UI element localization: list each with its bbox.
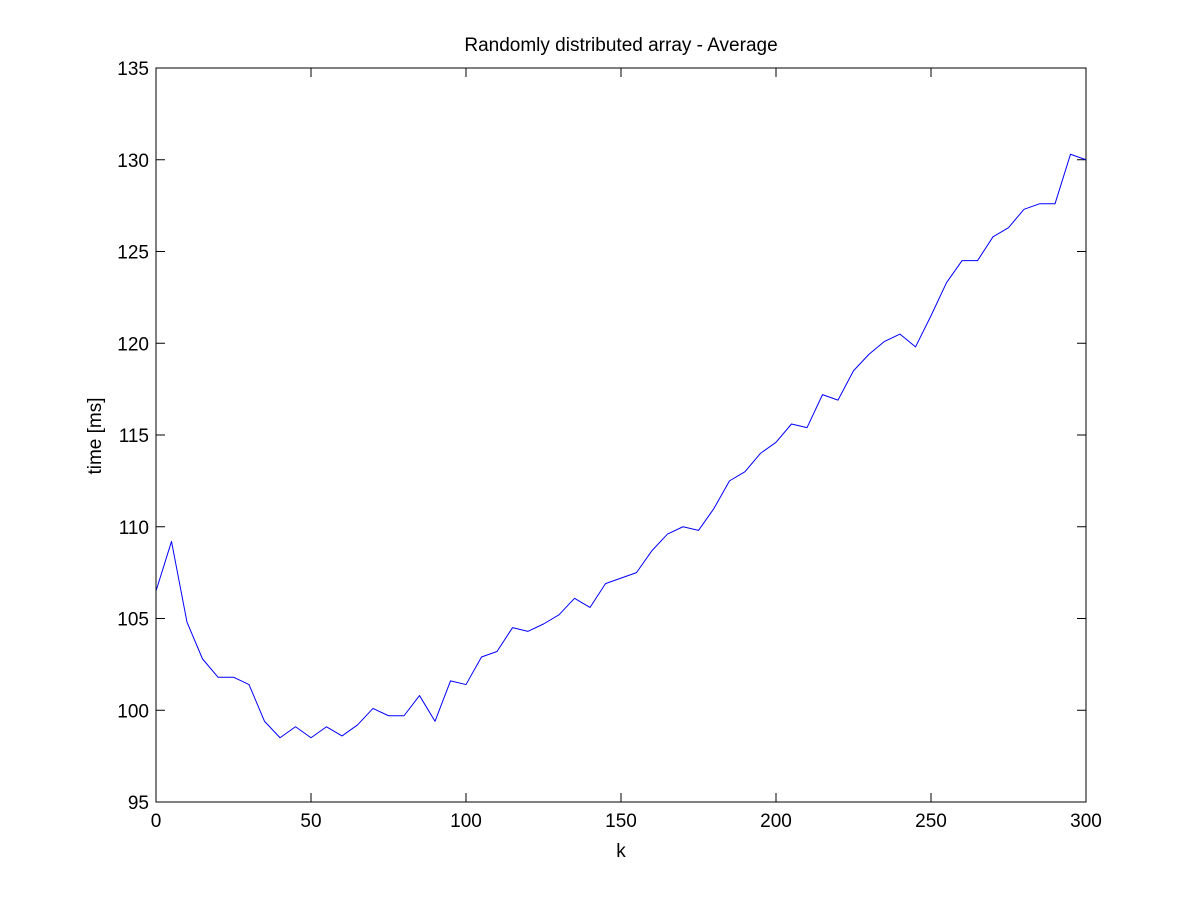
chart-title: Randomly distributed array - Average bbox=[464, 35, 777, 56]
y-tick-label: 135 bbox=[117, 59, 149, 80]
plot-area: 0 50 100 150 200 250 300 95 100 105 110 115 120 125 13… bbox=[117, 59, 1102, 832]
x-tick-label: 150 bbox=[605, 811, 637, 832]
x-axis-label: k bbox=[616, 841, 626, 862]
y-tick-label: 115 bbox=[119, 426, 149, 447]
y-tick-label: 120 bbox=[117, 334, 149, 355]
plot-frame bbox=[155, 67, 1087, 803]
y-tick-label: 110 bbox=[119, 518, 149, 539]
x-tick-label: 50 bbox=[300, 811, 321, 832]
y-tick-label: 130 bbox=[117, 151, 149, 172]
x-tick-label: 100 bbox=[450, 811, 482, 832]
y-axis-label: time [ms] bbox=[85, 397, 106, 474]
y-tick-label: 95 bbox=[128, 793, 149, 814]
y-tick-label: 125 bbox=[117, 243, 149, 264]
x-tick-label: 300 bbox=[1070, 811, 1102, 832]
y-tick-label: 100 bbox=[117, 701, 149, 722]
x-tick-label: 200 bbox=[760, 811, 792, 832]
x-tick-label: 0 bbox=[151, 811, 162, 832]
x-tick-label: 250 bbox=[915, 811, 947, 832]
y-tick-label: 105 bbox=[117, 610, 149, 631]
series-line bbox=[155, 153, 1087, 739]
